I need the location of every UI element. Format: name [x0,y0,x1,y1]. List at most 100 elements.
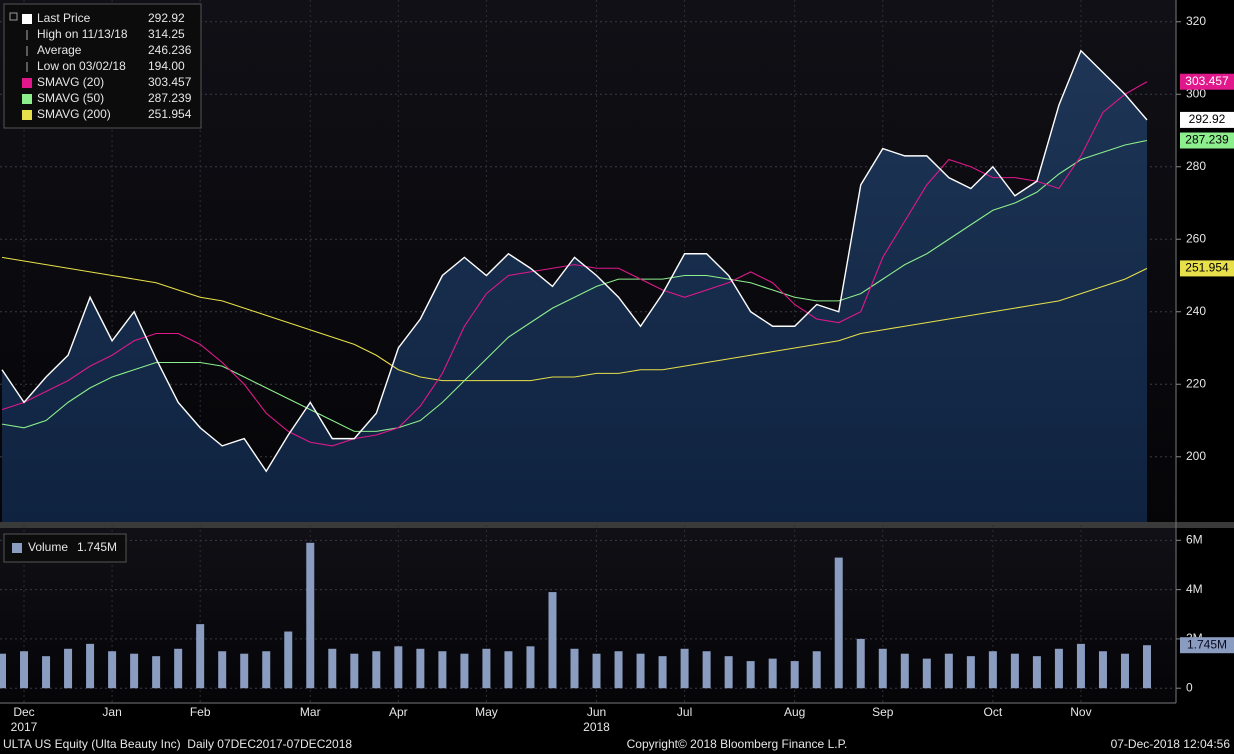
y-tick-label: 0 [1186,680,1193,694]
volume-bar [152,656,161,689]
x-tick-label: Jul [677,705,692,719]
y-tick-label: 220 [1186,376,1206,390]
price-line [1,49,1148,473]
volume-bar [460,653,469,689]
sma-line [1,256,1148,382]
axes: 20022024026028030032002M4M6MDecJanFebMar… [11,14,1234,734]
volume-bar [614,651,623,689]
volume-bar [438,651,447,689]
volume-bar [416,648,425,689]
value-tag-label: 292.92 [1189,112,1226,126]
volume-bar [218,651,227,689]
volume-bar [42,656,51,689]
legend-value: 287.239 [148,91,192,105]
value-tag [1180,260,1234,277]
volume-bar [834,557,843,689]
volume-bar [328,648,337,689]
footer-left: ULTA US Equity (Ulta Beauty Inc) Daily 0… [3,737,352,751]
legend-value: 251.954 [148,107,192,121]
volume-bar [20,651,29,689]
volume-bar [812,651,821,689]
x-tick-label: Oct [984,705,1003,719]
legend-label: High on 11/13/18 [37,27,128,41]
volume-bar [372,651,381,689]
plot [0,49,1151,689]
value-tag-label: 251.954 [1185,261,1229,275]
price-area [2,50,1147,522]
y-tick-label: 240 [1186,304,1206,318]
volume-bar [746,661,755,689]
legend-swatch [12,543,22,553]
value-tag [1180,132,1234,149]
volume-bar [1032,656,1041,689]
footer-right: 07-Dec-2018 12:04:56 [1111,737,1231,751]
volume-panel [0,528,1176,703]
y-tick-label: 4M [1186,582,1203,596]
volume-bar [1076,643,1085,689]
value-tag-label: 287.239 [1185,133,1229,147]
legend-value: 314.25 [148,27,185,41]
x-tick-label: Feb [190,705,211,719]
legend-value: 246.236 [148,43,192,57]
legend-box [3,3,202,129]
volume-bar [702,651,711,689]
volume-bar [548,592,557,689]
sma-line [1,139,1148,432]
volume-bar [592,653,601,689]
y-tick-label: 6M [1186,532,1203,546]
volume-bar [504,651,513,689]
volume-bar [900,653,909,689]
value-tag-label: 303.457 [1185,74,1229,88]
volume-bar [1120,653,1129,689]
legend-swatch [22,78,32,88]
volume-legend: Volume 1.745M [3,533,127,563]
legend-label: Average [37,43,82,57]
volume-bar [86,643,95,689]
legend-box [3,533,127,563]
volume-bar [1054,648,1063,689]
volume-bar [262,651,271,689]
volume-bar [482,648,491,689]
volume-bar [944,653,953,689]
legend-label: SMAVG (200) [37,107,111,121]
volume-bar [680,648,689,689]
volume-bar [636,653,645,689]
volume-bar [658,656,667,689]
volume-bar [570,648,579,689]
y-tick-label: 320 [1186,14,1206,28]
volume-bar [130,653,139,689]
y-tick-label: 280 [1186,159,1206,173]
volume-bar [240,653,249,689]
panel-divider [0,522,1234,528]
x-tick-label: Nov [1070,705,1091,719]
legend-value: 1.745M [77,540,117,554]
volume-bar [0,653,6,689]
legend-label: SMAVG (20) [37,75,104,89]
sma-line [1,81,1148,447]
volume-bar [966,656,975,689]
legend-label: Low on 03/02/18 [37,59,126,73]
x-tick-label: Jun [587,705,606,719]
value-tag-label: 1.745M [1187,637,1227,651]
volume-bar [768,658,777,689]
legend-value: 292.92 [148,11,185,25]
volume-bar [878,648,887,689]
year-label: 2017 [11,720,38,734]
legend-value: 303.457 [148,75,192,89]
legend-swatch [22,14,32,24]
volume-bar [394,646,403,689]
volume-bar [526,646,535,689]
legend-toggle [9,12,18,21]
legend-label: SMAVG (50) [37,91,104,105]
value-tag [1180,637,1234,654]
year-label: 2018 [583,720,610,734]
legend-label: Last Price [37,11,91,25]
legend-swatch [22,110,32,120]
volume-bar [1010,653,1019,689]
x-tick-label: Sep [872,705,894,719]
footer-center: Copyright© 2018 Bloomberg Finance L.P. [627,737,848,751]
volume-bar [790,661,799,689]
